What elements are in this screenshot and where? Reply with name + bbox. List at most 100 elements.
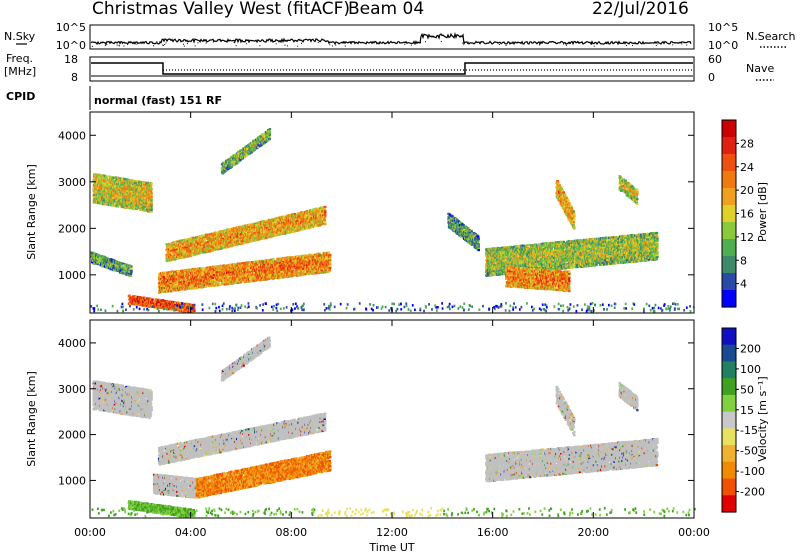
scatter-cell [179, 251, 182, 254]
scatter-cell [278, 222, 281, 225]
scatter-cell [217, 272, 220, 275]
scatter-cell [212, 246, 216, 249]
scatter-cell [299, 222, 303, 225]
scatter-cell [99, 189, 102, 192]
scatter-cell [215, 244, 219, 247]
scatter-cell [273, 234, 276, 237]
scatter-cell [213, 269, 216, 272]
scatter-cell [323, 217, 326, 220]
scatter-cell [199, 249, 203, 252]
scatter-cell [150, 203, 153, 206]
scatter-cell [183, 251, 187, 255]
scatter-cell [207, 233, 210, 236]
scatter-cell [114, 189, 118, 192]
scatter-cell [184, 278, 187, 281]
scatter-cell [321, 216, 324, 219]
scatter-cell [291, 224, 295, 227]
scatter-cell [238, 229, 241, 233]
beam-label: Beam 04 [348, 0, 424, 19]
scatter-cell [200, 267, 203, 270]
scatter-cell [175, 246, 178, 249]
scatter-cell [135, 196, 138, 199]
scatter-cell [99, 174, 102, 177]
scatter-cell [167, 249, 170, 253]
scatter-cell [110, 194, 113, 198]
scatter-cell [298, 226, 302, 229]
scatter-cell [171, 258, 174, 261]
cpid-text: normal (fast) 151 RF [94, 94, 222, 107]
nsearch-label: N.Search [746, 30, 796, 43]
scatter-cell [229, 240, 233, 244]
scatter-cell [231, 240, 234, 243]
scatter-cell [320, 218, 323, 221]
scatter-cell [243, 274, 246, 278]
scatter-cell [199, 272, 202, 275]
scatter-cell [234, 276, 237, 279]
scatter-cell [121, 198, 125, 201]
nsearch-dot [91, 45, 93, 47]
scatter-cell [249, 278, 252, 281]
scatter-cell [171, 252, 174, 255]
scatter-cell [150, 201, 153, 204]
scatter-cell [189, 244, 193, 247]
nsearch-dot [259, 45, 261, 47]
nsearch-dot [576, 41, 578, 43]
scatter-cell [125, 204, 129, 207]
scatter-cell [138, 190, 142, 193]
scatter-cell [96, 188, 99, 191]
scatter-cell [182, 278, 186, 282]
scatter-cell [200, 274, 203, 277]
scatter-cell [262, 225, 266, 228]
scatter-cell [178, 270, 181, 273]
nsearch-dot [505, 44, 507, 46]
scatter-cell [187, 238, 191, 241]
nsearch-dot [248, 41, 250, 43]
scatter-cell [185, 246, 189, 249]
scatter-cell [170, 278, 173, 281]
scatter-cell [150, 187, 153, 191]
scatter-cell [303, 213, 306, 216]
scatter-cell [149, 190, 153, 193]
scatter-cell [95, 192, 98, 195]
scatter-cell [247, 231, 250, 234]
scatter-cell [181, 275, 184, 278]
scatter-cell [239, 280, 243, 283]
scatter-cell [175, 253, 178, 256]
scatter-cell [260, 231, 264, 234]
freq-left-tick-top: 18 [64, 53, 78, 66]
scatter-cell [187, 243, 190, 246]
scatter-cell [230, 269, 233, 272]
nsearch-dot [116, 44, 118, 46]
nsearch-dot [344, 45, 346, 47]
nsearch-dot [684, 41, 686, 43]
scatter-cell [215, 248, 218, 251]
nsearch-dot [631, 44, 633, 46]
scatter-cell [114, 195, 118, 198]
scatter-cell [310, 209, 314, 212]
scatter-cell [300, 211, 303, 214]
scatter-cell [298, 225, 301, 228]
scatter-cell [289, 216, 292, 219]
scatter-cell [248, 225, 251, 228]
scatter-cell [257, 230, 260, 233]
scatter-cell [266, 278, 269, 281]
scatter-cell [192, 285, 196, 288]
scatter-cell [199, 284, 202, 287]
scatter-cell [251, 261, 254, 264]
scatter-cell [241, 267, 244, 270]
scatter-cell [202, 243, 206, 246]
scatter-cell [144, 185, 147, 188]
scatter-cell [258, 238, 261, 241]
scatter-cell [147, 192, 151, 196]
nave-label: Nave [746, 62, 774, 75]
scatter-cell [96, 186, 99, 190]
scatter-cell [317, 211, 320, 214]
scatter-cell [165, 243, 168, 246]
noise-trace [90, 31, 692, 47]
nsearch-dot [105, 44, 107, 46]
scatter-cell [310, 224, 313, 227]
scatter-cell [233, 263, 237, 266]
scatter-cell [104, 200, 107, 203]
scatter-cell [181, 280, 185, 283]
scatter-cell [209, 279, 213, 282]
